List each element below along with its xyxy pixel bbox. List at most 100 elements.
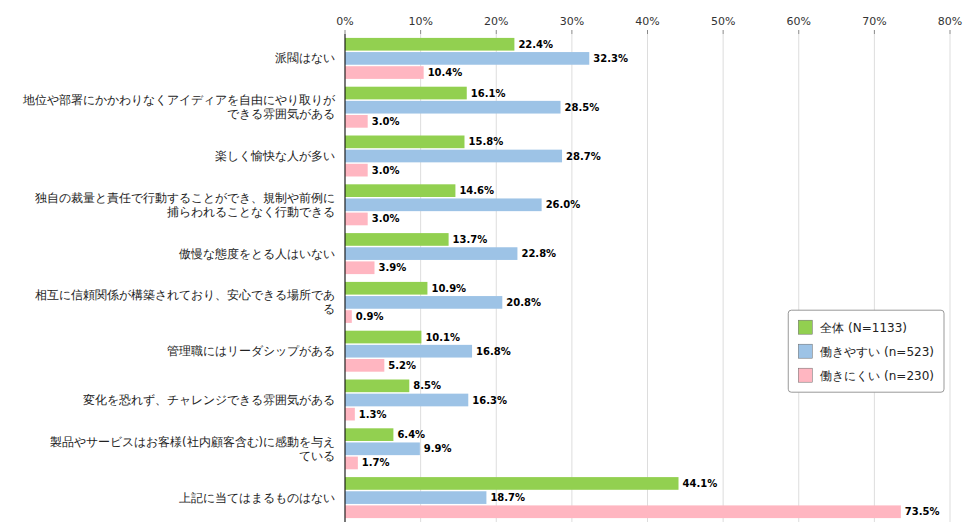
- bar: [345, 282, 427, 295]
- axis-line: [345, 34, 346, 522]
- data-label: 10.1%: [425, 332, 460, 343]
- bar: [345, 408, 355, 421]
- data-label: 1.3%: [359, 409, 387, 420]
- tick-label: 50%: [711, 15, 735, 28]
- data-labels: 22.4%16.1%15.8%14.6%13.7%10.9%10.1%8.5%6…: [356, 39, 940, 518]
- bar: [345, 359, 384, 372]
- bar: [345, 101, 561, 114]
- data-label: 28.7%: [566, 151, 601, 162]
- tick-label: 80%: [938, 15, 962, 28]
- bar: [345, 442, 420, 455]
- legend-swatch: [798, 320, 812, 334]
- legend-label: 全体 (N=1133): [820, 321, 907, 335]
- tick-label: 40%: [635, 15, 659, 28]
- grid: [345, 34, 950, 522]
- legend-swatch: [798, 344, 812, 358]
- grid-line: [950, 34, 951, 522]
- category-label: 相互に信頼関係が構築されており、安心できる場所である: [35, 288, 335, 316]
- grid-line: [647, 34, 648, 522]
- data-label: 20.8%: [506, 297, 541, 308]
- data-label: 44.1%: [683, 478, 718, 489]
- data-label: 16.8%: [476, 346, 511, 357]
- data-label: 14.6%: [459, 185, 494, 196]
- data-label: 9.9%: [424, 443, 452, 454]
- tick-label: 0%: [336, 15, 353, 28]
- tick-label: 20%: [484, 15, 508, 28]
- tick-label: 10%: [408, 15, 432, 28]
- data-label: 1.7%: [362, 457, 390, 468]
- data-label: 73.5%: [905, 506, 940, 517]
- grid-line: [874, 34, 875, 522]
- tick-mark: [723, 30, 724, 34]
- bar: [345, 380, 409, 393]
- bar: [345, 310, 352, 323]
- bar: [345, 491, 486, 504]
- tick-mark: [571, 30, 572, 34]
- category-label-line: ている: [299, 449, 335, 463]
- tick-mark: [647, 30, 648, 34]
- category-label-line: 独自の裁量と責任で行動することができ、規制や前例に: [35, 191, 335, 205]
- bar: [345, 213, 368, 226]
- chart: 0%10%20%30%40%50%60%70%80%派閥はない地位や部署にかかわ…: [0, 0, 980, 532]
- bar: [345, 184, 455, 197]
- bar: [345, 261, 374, 274]
- data-label: 3.0%: [372, 213, 400, 224]
- category-label-line: 変化を恐れず、チャレンジできる雰囲気がある: [83, 393, 335, 407]
- category-label-line: 管理職にはリーダシップがある: [167, 344, 335, 358]
- data-label: 0.9%: [356, 311, 384, 322]
- category-label-line: 上記に当てはまるものはない: [179, 491, 335, 505]
- bar: [345, 331, 421, 344]
- bar: [345, 296, 502, 309]
- category-label: 上記に当てはまるものはない: [179, 491, 335, 505]
- data-label: 28.5%: [565, 102, 600, 113]
- legend: 全体 (N=1133) 働きやすい (n=523) 働きにくい (n=230): [788, 310, 944, 392]
- tick-label: 70%: [862, 15, 886, 28]
- tick-label: 60%: [787, 15, 811, 28]
- data-label: 16.3%: [472, 395, 507, 406]
- data-label: 10.9%: [431, 283, 466, 294]
- category-label: 楽しく愉快な人が多い: [215, 149, 335, 163]
- data-label: 22.4%: [518, 39, 553, 50]
- bar: [345, 38, 514, 51]
- x-axis: 0%10%20%30%40%50%60%70%80%: [336, 15, 962, 34]
- category-label: 製品やサービスはお客様(社内顧客含む)に感動を与えている: [50, 435, 335, 463]
- legend-label: 働きにくい (n=230): [820, 369, 934, 383]
- data-label: 6.4%: [397, 429, 425, 440]
- data-label: 3.0%: [372, 165, 400, 176]
- bar: [345, 115, 368, 128]
- data-label: 10.4%: [428, 67, 463, 78]
- category-label: 変化を恐れず、チャレンジできる雰囲気がある: [83, 393, 335, 407]
- category-label-line: 地位や部署にかかわりなくアイディアを自由にやり取りが: [22, 93, 336, 107]
- bar: [345, 136, 464, 149]
- legend-label: 働きやすい (n=523): [820, 345, 934, 359]
- category-label: 管理職にはリーダシップがある: [167, 344, 335, 358]
- category-label-line: 傲慢な態度をとる人はいない: [179, 247, 335, 261]
- tick-mark: [874, 30, 875, 34]
- y-axis: 派閥はない地位や部署にかかわりなくアイディアを自由にやり取りができる雰囲気がある…: [22, 51, 336, 504]
- grid-line: [798, 34, 799, 522]
- data-label: 32.3%: [593, 53, 628, 64]
- category-label: 傲慢な態度をとる人はいない: [179, 247, 335, 261]
- category-label-line: る: [323, 302, 335, 316]
- data-label: 18.7%: [490, 492, 525, 503]
- bar: [345, 52, 589, 65]
- data-label: 5.2%: [388, 360, 416, 371]
- tick-mark: [345, 30, 346, 34]
- bar: [345, 477, 679, 490]
- category-label-line: できる雰囲気がある: [227, 107, 335, 121]
- data-label: 3.9%: [378, 262, 406, 273]
- data-label: 16.1%: [471, 88, 506, 99]
- tick-mark: [950, 30, 951, 34]
- data-label: 15.8%: [468, 136, 503, 147]
- category-label-line: 楽しく愉快な人が多い: [215, 149, 335, 163]
- tick-mark: [798, 30, 799, 34]
- grid-line: [345, 34, 346, 522]
- bar: [345, 87, 467, 100]
- bar: [345, 505, 901, 518]
- category-label-line: 相互に信頼関係が構築されており、安心できる場所であ: [35, 288, 335, 302]
- data-label: 3.0%: [372, 116, 400, 127]
- legend-box: [788, 310, 944, 392]
- bar: [345, 247, 517, 260]
- category-label-line: 派閥はない: [275, 51, 335, 65]
- data-label: 22.8%: [521, 248, 556, 259]
